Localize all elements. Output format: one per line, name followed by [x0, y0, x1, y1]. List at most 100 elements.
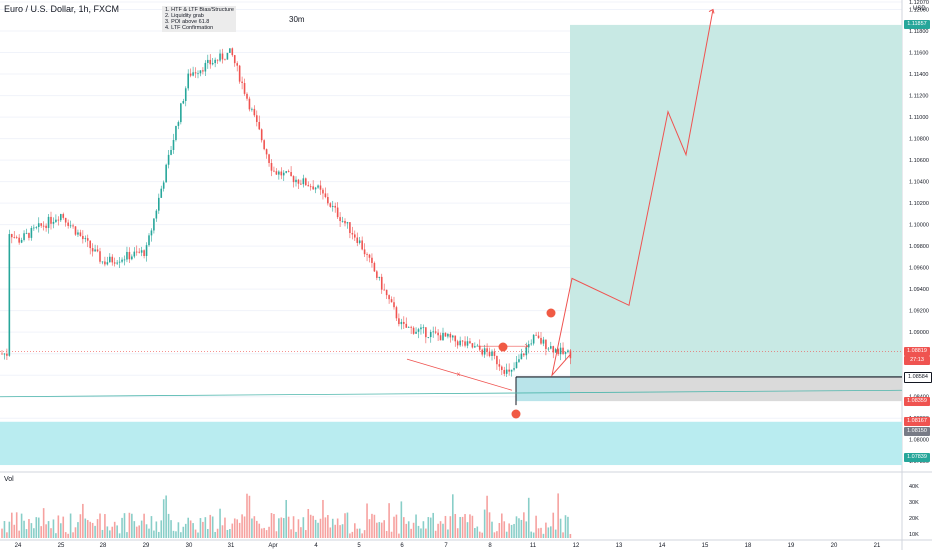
candle[interactable]	[170, 149, 172, 155]
candle[interactable]	[251, 108, 253, 110]
candle[interactable]	[496, 355, 498, 365]
candle[interactable]	[194, 72, 197, 74]
candle[interactable]	[238, 65, 241, 82]
candle[interactable]	[292, 176, 295, 183]
candle[interactable]	[165, 164, 167, 183]
candle[interactable]	[525, 347, 528, 356]
candle[interactable]	[532, 334, 535, 344]
candle[interactable]	[47, 216, 50, 228]
candle[interactable]	[28, 232, 30, 238]
candle[interactable]	[1, 353, 3, 355]
candle[interactable]	[229, 48, 231, 53]
candle[interactable]	[385, 289, 388, 296]
candle[interactable]	[37, 223, 40, 227]
candle[interactable]	[50, 216, 52, 224]
candle[interactable]	[356, 237, 359, 243]
candle[interactable]	[415, 331, 417, 334]
candle[interactable]	[52, 221, 55, 224]
candle[interactable]	[290, 172, 292, 177]
candle[interactable]	[94, 249, 96, 252]
candle[interactable]	[447, 333, 449, 337]
candle[interactable]	[486, 348, 488, 352]
candle[interactable]	[564, 352, 567, 354]
candle[interactable]	[192, 72, 194, 76]
candle[interactable]	[459, 340, 461, 346]
candle[interactable]	[454, 335, 457, 342]
candle[interactable]	[23, 233, 25, 240]
candle[interactable]	[383, 289, 385, 291]
candle[interactable]	[133, 251, 136, 257]
candle[interactable]	[275, 171, 278, 175]
candle[interactable]	[395, 307, 398, 319]
candle[interactable]	[57, 219, 60, 221]
candle[interactable]	[540, 337, 542, 344]
candle[interactable]	[172, 139, 175, 150]
candle[interactable]	[79, 232, 82, 236]
candle[interactable]	[476, 345, 479, 347]
candle[interactable]	[113, 262, 116, 264]
swing-low-dot[interactable]	[498, 342, 508, 352]
candle[interactable]	[537, 335, 540, 338]
candle[interactable]	[380, 276, 383, 290]
candle[interactable]	[268, 154, 270, 164]
candle[interactable]	[410, 326, 412, 328]
candle[interactable]	[373, 262, 376, 272]
candle[interactable]	[145, 245, 148, 256]
candle[interactable]	[84, 238, 87, 240]
candle[interactable]	[557, 349, 559, 355]
candle[interactable]	[33, 227, 35, 229]
candle[interactable]	[187, 73, 189, 89]
candle[interactable]	[420, 327, 422, 330]
candle[interactable]	[403, 321, 405, 324]
candle[interactable]	[469, 341, 471, 344]
candle[interactable]	[199, 70, 202, 74]
candle[interactable]	[40, 223, 42, 226]
candle[interactable]	[246, 93, 248, 99]
candle[interactable]	[366, 254, 368, 255]
entry-zone-left[interactable]	[516, 376, 570, 402]
candle[interactable]	[25, 232, 28, 234]
candle[interactable]	[91, 248, 94, 252]
candle[interactable]	[324, 193, 327, 198]
candle[interactable]	[376, 271, 378, 278]
symbol-title[interactable]: Euro / U.S. Dollar, 1h, FXCM	[4, 4, 120, 14]
candle[interactable]	[231, 48, 234, 56]
candle[interactable]	[354, 234, 356, 238]
candle[interactable]	[449, 333, 452, 338]
candle[interactable]	[207, 59, 209, 63]
candle[interactable]	[393, 302, 395, 308]
candle[interactable]	[501, 366, 503, 370]
candle[interactable]	[118, 261, 121, 263]
liquidity-dot[interactable]	[511, 409, 521, 419]
candle[interactable]	[452, 335, 454, 338]
candle[interactable]	[513, 368, 515, 370]
candle[interactable]	[493, 351, 496, 356]
candle[interactable]	[270, 163, 273, 171]
candle[interactable]	[202, 70, 204, 72]
candle[interactable]	[148, 235, 150, 246]
candle[interactable]	[405, 323, 408, 328]
candle[interactable]	[263, 140, 265, 150]
candle[interactable]	[99, 251, 101, 262]
candle[interactable]	[491, 351, 493, 356]
candle[interactable]	[327, 197, 329, 204]
candle[interactable]	[20, 239, 23, 243]
candle[interactable]	[432, 331, 434, 333]
candle[interactable]	[378, 276, 381, 278]
candle[interactable]	[162, 182, 165, 189]
candle[interactable]	[86, 238, 89, 241]
candle[interactable]	[407, 326, 410, 328]
candle[interactable]	[6, 353, 8, 356]
candle[interactable]	[89, 240, 91, 249]
candle[interactable]	[197, 73, 199, 75]
candle[interactable]	[204, 62, 207, 72]
candle[interactable]	[554, 349, 557, 353]
candle[interactable]	[221, 53, 224, 60]
candle[interactable]	[62, 214, 65, 218]
candle[interactable]	[515, 361, 518, 369]
candle[interactable]	[184, 88, 187, 101]
candle[interactable]	[547, 348, 550, 350]
candle[interactable]	[111, 256, 114, 263]
candle[interactable]	[295, 179, 297, 183]
candle[interactable]	[305, 178, 307, 186]
